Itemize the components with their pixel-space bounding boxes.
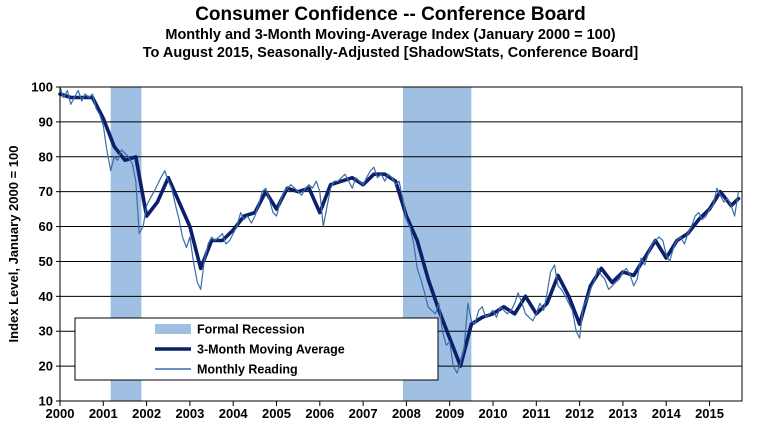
x-tick-label: 2005 (262, 406, 291, 421)
y-tick-label: 80 (39, 149, 53, 164)
legend-label: 3-Month Moving Average (197, 343, 345, 357)
series-lines (58, 86, 741, 374)
x-tick-label: 2013 (608, 406, 637, 421)
series-monthly-line (59, 86, 740, 374)
plot-frame (59, 86, 743, 402)
x-tick-label: 2009 (435, 406, 464, 421)
legend-swatch-recession (155, 324, 191, 334)
y-tick-label: 40 (39, 289, 53, 304)
x-tick-label: 2004 (219, 406, 249, 421)
chart-subtitle-1: Monthly and 3-Month Moving-Average Index… (165, 27, 616, 43)
x-tick-label: 2007 (349, 406, 378, 421)
y-tick-label: 50 (39, 254, 53, 269)
chart-titles: Consumer Confidence -- Conference Board … (0, 4, 781, 62)
x-tick-label: 2012 (565, 406, 594, 421)
series-moving-average-line (58, 92, 741, 368)
y-tick-label: 30 (39, 324, 53, 339)
y-axis-label: Index Level, January 2000 = 100 (6, 146, 21, 343)
legend-label: Monthly Reading (197, 363, 298, 377)
x-tick-label: 2000 (46, 406, 75, 421)
y-tick-label: 60 (39, 219, 53, 234)
legend-label: Formal Recession (197, 323, 305, 337)
x-tick-label: 2002 (132, 406, 161, 421)
legend: Formal Recession 3-Month Moving Average Mo… (74, 317, 439, 381)
legend-box (74, 317, 439, 381)
y-axis-ticks: 10 20 30 40 50 60 70 80 90 100 (31, 80, 60, 409)
y-tick-label: 20 (39, 359, 53, 374)
x-tick-label: 2006 (305, 406, 334, 421)
y-tick-label: 100 (31, 80, 53, 95)
y-tick-label: 10 (39, 394, 53, 409)
x-tick-label: 2014 (652, 406, 682, 421)
y-tick-label: 90 (39, 114, 53, 129)
y-tick-label: 70 (39, 184, 53, 199)
x-tick-label: 2008 (392, 406, 421, 421)
x-tick-label: 2003 (175, 406, 204, 421)
x-tick-label: 2015 (695, 406, 724, 421)
x-tick-label: 2001 (89, 406, 118, 421)
chart-title: Consumer Confidence -- Conference Board (195, 4, 586, 25)
chart-subtitle-2: To August 2015, Seasonally-Adjusted [Sha… (142, 45, 639, 61)
x-tick-label: 2010 (479, 406, 508, 421)
x-tick-label: 2011 (522, 406, 550, 421)
x-axis-ticks: 2000 2001 2002 2003 2004 2005 2006 2007 2008 2009… (46, 401, 724, 421)
